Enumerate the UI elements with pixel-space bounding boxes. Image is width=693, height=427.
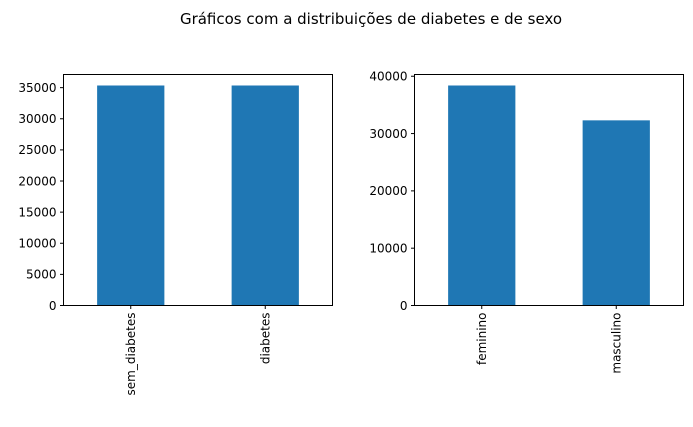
bar-masculino xyxy=(582,120,650,306)
y-tick-label: 30000 xyxy=(18,112,56,126)
y-tick-label: 20000 xyxy=(369,184,407,198)
bar-sem_diabetes xyxy=(97,85,165,306)
y-tick-label: 40000 xyxy=(369,70,407,84)
axes-frame-diabetes xyxy=(63,74,333,306)
y-tick-label: 15000 xyxy=(18,205,56,219)
y-tick-label: 20000 xyxy=(18,174,56,188)
chart-diabetes-distribution: 0 5000 10000 15000 20000 25000 30000 35000 sem_d… xyxy=(18,74,333,396)
bar-feminino xyxy=(448,85,516,306)
y-tick-label: 10000 xyxy=(18,237,56,251)
y-tick-label: 0 xyxy=(400,299,408,313)
chart-sex-distribution: 0 10000 20000 30000 40000 feminino masculino xyxy=(369,70,684,374)
y-tick-label: 35000 xyxy=(18,81,56,95)
y-tick-label: 0 xyxy=(49,299,57,313)
x-tick-label-diabetes: diabetes xyxy=(259,313,273,365)
y-tick-label: 5000 xyxy=(26,268,57,282)
axes-frame-sex xyxy=(414,74,684,306)
figure-suptitle: Gráficos com a distribuições de diabetes… xyxy=(180,10,562,28)
x-tick-label-feminino: feminino xyxy=(475,313,489,366)
bar-diabetes xyxy=(231,85,299,306)
y-tick-label: 25000 xyxy=(18,143,56,157)
y-tick-label: 30000 xyxy=(369,127,407,141)
x-tick-label-masculino: masculino xyxy=(610,313,624,374)
x-tick-label-sem_diabetes: sem_diabetes xyxy=(124,313,138,396)
y-tick-label: 10000 xyxy=(369,241,407,255)
